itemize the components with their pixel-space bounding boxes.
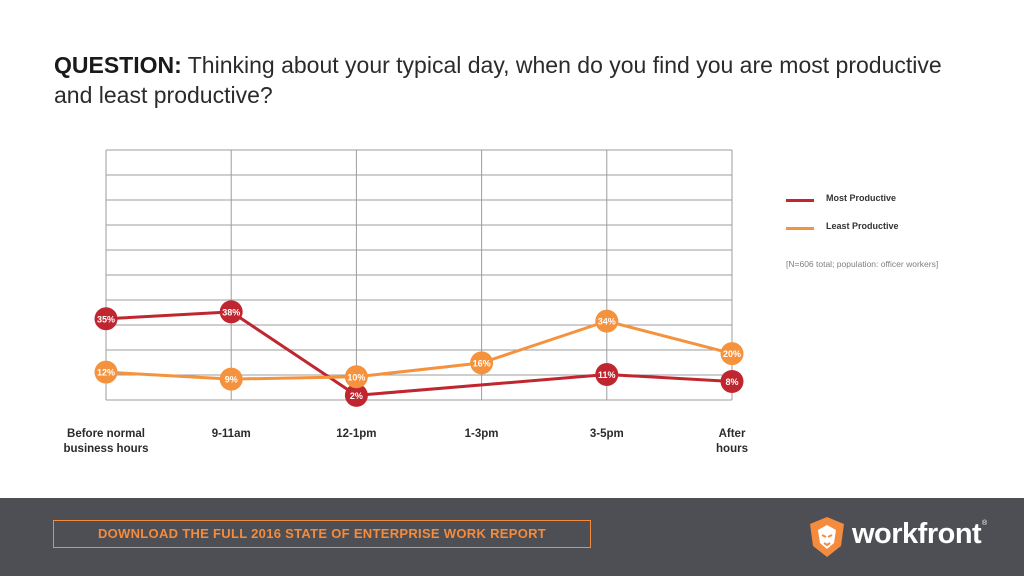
lion-icon: [810, 517, 844, 557]
x-tick-label: 12-1pm: [336, 428, 376, 440]
x-axis-labels: Before normal business hours 9-11am 12-1pm 1…: [64, 428, 748, 455]
download-report-button[interactable]: DOWNLOAD THE FULL 2016 STATE OF ENTERPRI…: [53, 520, 591, 548]
chart-lines: [105, 310, 733, 397]
data-point-least-productive: [94, 360, 118, 384]
x-tick-label: 3-5pm: [590, 428, 624, 440]
data-label-least-productive: 34%: [598, 317, 616, 327]
data-label-most-productive: 35%: [97, 314, 115, 324]
data-point-least-productive: [470, 351, 494, 375]
data-point-most-productive: [720, 369, 744, 393]
data-label-least-productive: 12%: [97, 368, 115, 378]
data-label-most-productive: 2%: [350, 391, 363, 401]
brand-trademark: ®: [982, 520, 988, 527]
data-point-least-productive: [219, 367, 243, 391]
data-label-most-productive: 11%: [598, 370, 616, 380]
data-point-most-productive: [344, 383, 368, 407]
question-label: QUESTION:: [54, 52, 182, 78]
footer-bar: DOWNLOAD THE FULL 2016 STATE OF ENTERPRI…: [0, 498, 1024, 576]
x-tick-label: 9-11am: [212, 428, 251, 440]
data-point-most-productive: [595, 362, 619, 386]
data-point-least-productive: [595, 309, 619, 333]
series-line-most-productive: [105, 310, 733, 397]
question-heading: QUESTION: Thinking about your typical da…: [54, 50, 954, 110]
legend-swatch-least-productive: [786, 227, 814, 230]
chart-legend: Most Productive Least Productive: [786, 192, 1016, 248]
brand-name: workfront: [852, 518, 982, 550]
data-label-most-productive: 38%: [222, 307, 240, 317]
legend-swatch-most-productive: [786, 199, 814, 202]
legend-item-least-productive: Least Productive: [786, 220, 1016, 248]
legend-label-most-productive: Most Productive: [826, 193, 897, 203]
legend-label-least-productive: Least Productive: [826, 221, 899, 231]
series-line-least-productive: [105, 319, 733, 381]
data-point-most-productive: [94, 307, 118, 331]
data-label-least-productive: 10%: [347, 372, 365, 382]
data-point-least-productive: [720, 342, 744, 366]
x-tick-label: 1-3pm: [465, 428, 499, 440]
chart-markers: 35% 38% 2% 11% 8% 12% 9% 10% 16% 34% 20%: [94, 300, 744, 407]
x-tick-label: After hours: [716, 428, 748, 455]
data-point-least-productive: [344, 365, 368, 389]
chart-grid: [105, 149, 733, 401]
question-text: Thinking about your typical day, when do…: [54, 52, 942, 108]
data-label-least-productive: 9%: [225, 375, 238, 385]
x-tick-label: Before normal business hours: [64, 428, 149, 455]
legend-item-most-productive: Most Productive: [786, 192, 1016, 220]
data-label-least-productive: 16%: [473, 358, 491, 368]
sample-note: [N=606 total; population: officer worker…: [786, 259, 939, 269]
data-label-most-productive: 8%: [725, 377, 738, 387]
data-label-least-productive: 20%: [723, 349, 741, 359]
line-chart: 35% 38% 2% 11% 8% 12% 9% 10% 16% 34% 20% Before no…: [64, 149, 748, 455]
data-point-most-productive: [219, 300, 243, 324]
